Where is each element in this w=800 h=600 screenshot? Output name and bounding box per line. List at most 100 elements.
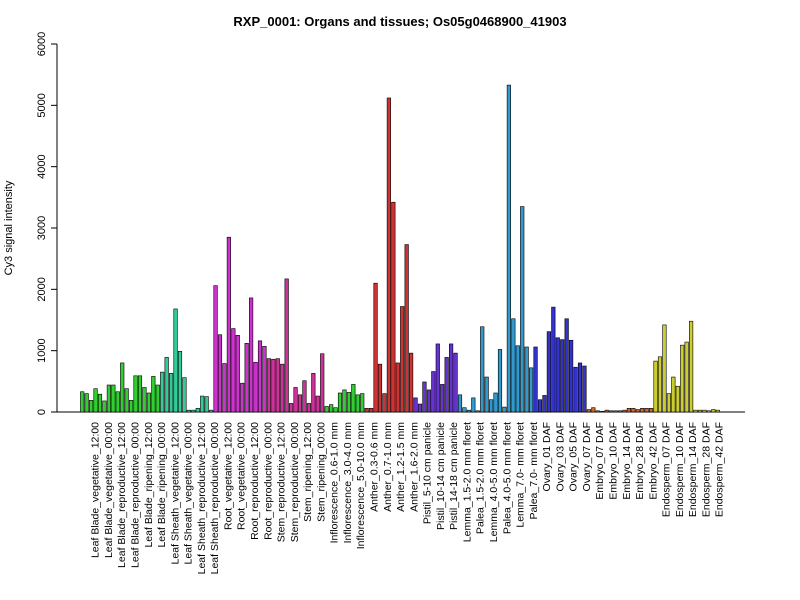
bar (146, 392, 151, 413)
bar (293, 387, 298, 413)
bar (426, 389, 431, 413)
bar (586, 409, 591, 413)
bar (342, 389, 347, 413)
x-tick-label: Palea_4.0-5.0 mm floret (501, 422, 513, 534)
x-tick-label: Inflorescence_5.0-10.0 mm (355, 422, 367, 549)
bar (689, 320, 694, 413)
bar (484, 376, 489, 413)
bar (466, 409, 471, 413)
bar (582, 365, 587, 413)
y-tick-label: 2000 (36, 277, 48, 301)
bar (662, 324, 667, 413)
x-tick-label: Palea_7.0- mm floret (528, 422, 540, 520)
bar (102, 400, 107, 413)
x-tick-label: Leaf Sheath_vegetative_12:00 (169, 422, 181, 565)
bar (124, 388, 129, 413)
bar (364, 408, 369, 413)
bar (346, 392, 351, 413)
bar (275, 358, 280, 413)
bar (235, 335, 240, 413)
bar (702, 409, 707, 413)
x-tick-label: Ovary_07 DAF (581, 422, 593, 491)
x-tick-label: Leaf Blade_ripening_00:00 (156, 422, 168, 548)
bar (280, 363, 285, 413)
bar (155, 384, 160, 413)
bar (377, 363, 383, 413)
bar (480, 326, 485, 413)
bar (120, 362, 125, 413)
bar (657, 356, 663, 413)
x-tick-label: Leaf Blade_vegetative_00:00 (103, 422, 115, 558)
bar (382, 393, 387, 413)
bar (257, 340, 263, 413)
x-tick-label: Pistil_10-14 cm panicle (435, 422, 447, 530)
x-tick-label: Leaf Blade_vegetative_12:00 (90, 422, 102, 558)
bar (369, 408, 374, 413)
x-tick-label: Ovary_03 DAF (554, 422, 566, 491)
bar (577, 362, 583, 413)
bar (671, 376, 676, 413)
bar (324, 406, 329, 413)
bar (617, 410, 623, 413)
bar (169, 373, 174, 413)
x-tick-label: Endosperm_28 DAF (700, 422, 712, 517)
bar (195, 408, 200, 413)
bar (693, 409, 698, 413)
bar (502, 406, 507, 413)
x-tick-label: Leaf Blade_ripening_12:00 (143, 422, 155, 548)
bar (355, 394, 360, 413)
x-tick-label: Root_reproductive_00:00 (262, 422, 274, 540)
bar (511, 318, 516, 413)
y-tick-label: 5000 (36, 93, 48, 117)
bar (97, 393, 103, 413)
y-tick-label: 0 (36, 409, 48, 415)
bar (160, 371, 165, 413)
bar (115, 391, 120, 413)
x-tick-label: Palea_1.5-2.0 mm floret (475, 422, 487, 534)
bar (182, 377, 187, 413)
x-tick-label: Anther_1.2-1.5 mm (395, 422, 407, 512)
bar (133, 375, 138, 413)
x-tick-label: Stem_reproductive_00:00 (289, 422, 301, 542)
bar (222, 363, 227, 413)
x-tick-label: Stem_ripening_12:00 (302, 422, 314, 522)
bar (706, 410, 711, 413)
bar (249, 297, 254, 413)
x-tick-label: Leaf Sheath_reproductive_12:00 (196, 422, 208, 575)
bar (173, 308, 178, 413)
bar (209, 409, 214, 413)
bar (457, 394, 463, 413)
bar (529, 367, 534, 413)
x-tick-label: Lemma_4.0-5.0 mm floret (488, 422, 500, 542)
bar (240, 382, 245, 413)
bar (164, 357, 169, 413)
bar (497, 349, 503, 413)
x-tick-label: Root_vegetative_12:00 (222, 422, 234, 530)
bar (417, 403, 423, 413)
bar (337, 392, 343, 413)
x-tick-label: Pistil_14-18 cm panicle (448, 422, 460, 530)
bar (289, 403, 294, 413)
bar (715, 409, 720, 413)
x-tick-label: Anther_1.6-2.0 mm (408, 422, 420, 512)
bar (604, 409, 609, 413)
bar (80, 391, 85, 413)
bar (422, 381, 427, 413)
bar (93, 388, 98, 413)
bar (253, 362, 258, 413)
bar (306, 403, 311, 413)
y-axis: 0 1000 2000 3000 4000 5000 6000 (36, 32, 58, 415)
x-tick-label: Embryo_07 DAF (594, 422, 606, 500)
bar (151, 376, 156, 413)
bar (89, 400, 94, 413)
bar (177, 350, 183, 413)
bar (697, 409, 703, 413)
x-tick-label: Embryo_28 DAF (634, 422, 646, 500)
x-tick-label: Leaf Sheath_reproductive_00:00 (209, 422, 221, 575)
bar (506, 84, 511, 413)
bar (266, 358, 271, 413)
bar (391, 201, 396, 413)
bar (533, 346, 538, 413)
x-tick-label: Pistil_5-10 cm panicle (422, 422, 434, 524)
bar (262, 346, 267, 413)
